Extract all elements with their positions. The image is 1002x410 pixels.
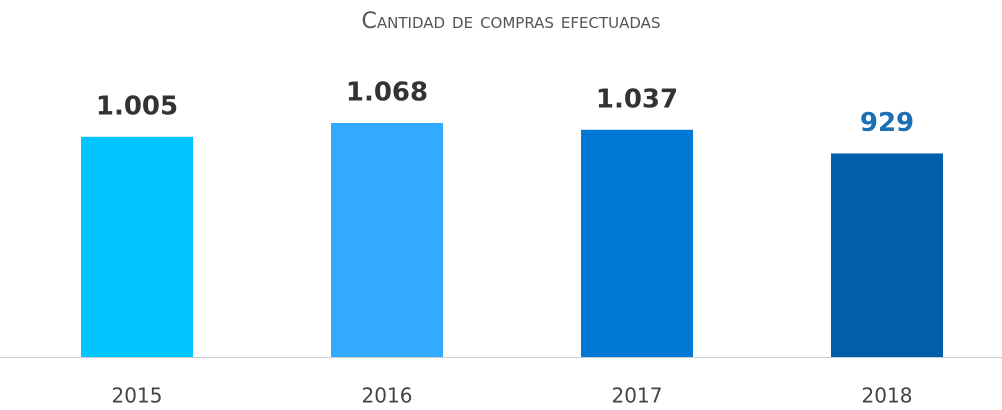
- x-tick-label: 2018: [862, 384, 913, 408]
- x-tick-label: 2015: [112, 384, 163, 408]
- value-label: 1.068: [346, 78, 428, 108]
- x-tick-label: 2016: [362, 384, 413, 408]
- bar: [831, 153, 943, 357]
- x-tick-label: 2017: [612, 384, 663, 408]
- value-label: 1.005: [96, 91, 178, 121]
- chart-title: Cantidad de compras efectuadas: [362, 9, 661, 34]
- bar: [331, 123, 443, 357]
- bar: [81, 136, 193, 357]
- value-label: 929: [860, 108, 914, 138]
- value-label: 1.037: [596, 84, 678, 114]
- bar: [581, 129, 693, 357]
